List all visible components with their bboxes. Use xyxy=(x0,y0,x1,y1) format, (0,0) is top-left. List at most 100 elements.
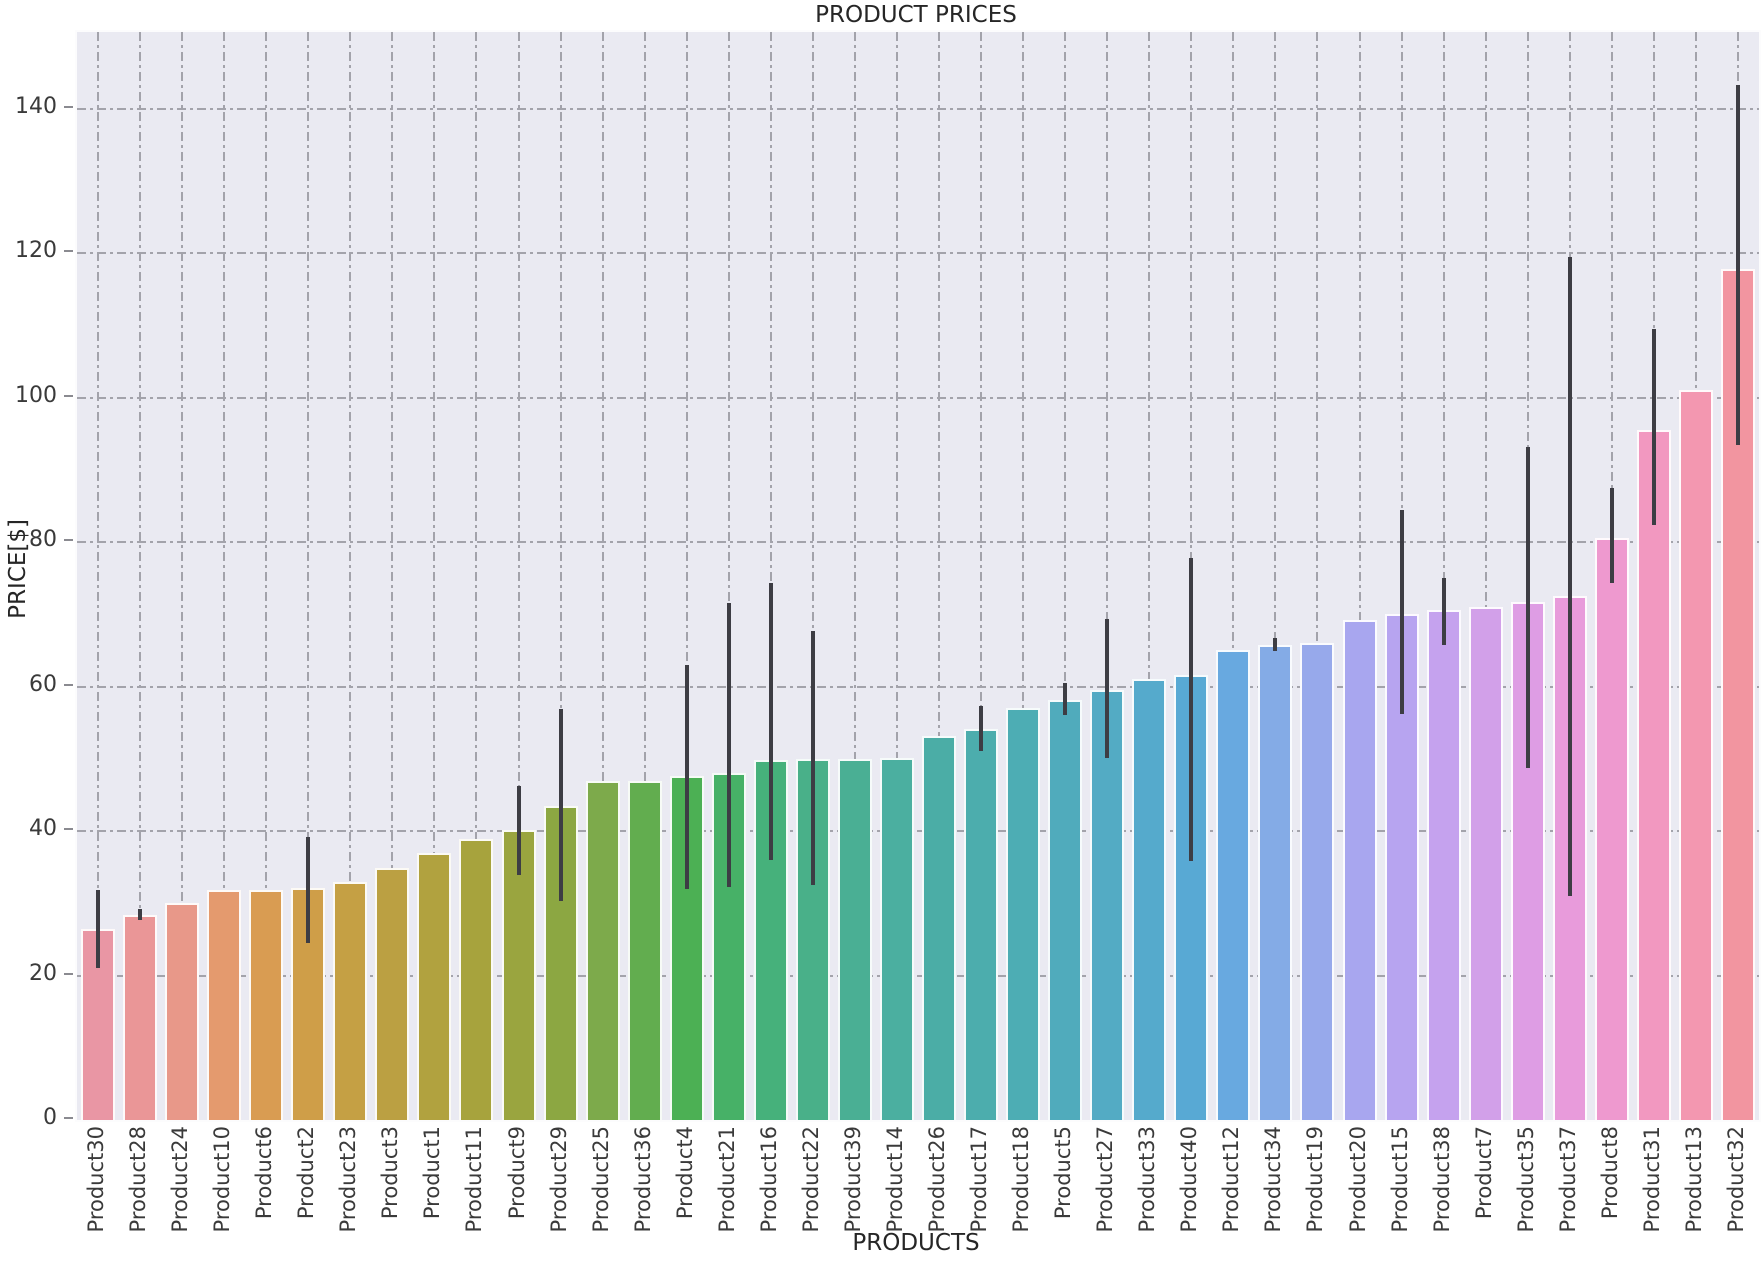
x-tick-label: Product38 xyxy=(1429,1126,1454,1233)
bar xyxy=(1468,607,1503,1120)
bar xyxy=(922,736,957,1120)
bar xyxy=(795,758,830,1120)
v-gridline xyxy=(601,32,604,1120)
bar xyxy=(249,889,284,1120)
x-tick-label: Product31 xyxy=(1639,1126,1664,1233)
v-gridline xyxy=(391,32,394,1120)
bar xyxy=(375,867,410,1120)
error-bar xyxy=(1273,638,1278,652)
bar xyxy=(837,758,872,1120)
y-tick-mark xyxy=(64,972,73,975)
y-tick-label: 80 xyxy=(29,527,57,553)
v-gridline xyxy=(727,32,730,1120)
x-tick-label: Product32 xyxy=(1723,1126,1748,1233)
y-tick-mark xyxy=(64,683,73,686)
error-bar xyxy=(979,706,984,751)
error-bar xyxy=(726,603,731,888)
x-tick-label: Product26 xyxy=(925,1126,950,1233)
v-gridline xyxy=(307,32,310,1120)
error-bar xyxy=(138,909,143,920)
x-tick-label: Product23 xyxy=(336,1126,361,1233)
h-gridline xyxy=(77,685,1759,688)
bar xyxy=(1426,609,1461,1120)
v-gridline xyxy=(1022,32,1025,1120)
y-axis-label: PRICE[$] xyxy=(5,519,31,619)
h-gridline xyxy=(77,396,1759,399)
error-bar xyxy=(558,708,563,902)
v-gridline xyxy=(559,32,562,1120)
bar xyxy=(1342,620,1377,1120)
y-tick-mark xyxy=(64,105,73,108)
v-gridline xyxy=(685,32,688,1120)
x-tick-label: Product10 xyxy=(210,1126,235,1233)
bar xyxy=(1006,707,1041,1120)
y-tick-label: 20 xyxy=(29,960,57,986)
bar xyxy=(1636,430,1671,1120)
x-tick-label: Product14 xyxy=(882,1126,907,1233)
error-bar xyxy=(1189,557,1194,862)
x-tick-label: Product40 xyxy=(1177,1126,1202,1233)
h-gridline xyxy=(77,830,1759,833)
bar xyxy=(964,729,999,1120)
v-gridline xyxy=(223,32,226,1120)
bar xyxy=(1048,700,1083,1120)
v-gridline xyxy=(517,32,520,1120)
bar xyxy=(417,853,452,1120)
bar xyxy=(1678,390,1713,1120)
v-gridline xyxy=(980,32,983,1120)
y-tick-label: 100 xyxy=(15,382,57,408)
v-gridline xyxy=(1274,32,1277,1120)
bar xyxy=(753,760,788,1120)
v-gridline xyxy=(1232,32,1235,1120)
v-gridline xyxy=(1106,32,1109,1120)
x-tick-label: Product37 xyxy=(1555,1126,1580,1233)
error-bar xyxy=(306,836,311,943)
x-tick-label: Product34 xyxy=(1261,1126,1286,1233)
x-axis-label: PRODUCTS xyxy=(852,1230,980,1256)
x-tick-label: Product33 xyxy=(1135,1126,1160,1233)
bar xyxy=(1216,649,1251,1120)
bar xyxy=(459,838,494,1120)
bar xyxy=(123,914,158,1120)
y-tick-mark xyxy=(64,250,73,253)
x-tick-label: Product12 xyxy=(1219,1126,1244,1233)
error-bar xyxy=(1105,619,1110,759)
bar xyxy=(1090,690,1125,1120)
error-bar xyxy=(1063,682,1068,715)
y-tick-mark xyxy=(64,394,73,397)
x-tick-label: Product28 xyxy=(126,1126,151,1233)
bar xyxy=(291,888,326,1120)
y-tick-label: 0 xyxy=(43,1105,57,1130)
error-bar xyxy=(516,786,521,876)
v-gridline xyxy=(349,32,352,1120)
error-bar xyxy=(1609,487,1614,584)
error-bar xyxy=(1525,446,1530,769)
v-gridline xyxy=(769,32,772,1120)
y-tick-mark xyxy=(64,539,73,542)
x-tick-label: Product7 xyxy=(1471,1126,1496,1220)
x-tick-label: Product22 xyxy=(798,1126,823,1233)
bar xyxy=(585,781,620,1120)
plot-area xyxy=(75,30,1761,1122)
x-tick-label: Product25 xyxy=(588,1126,613,1233)
x-tick-label: Product8 xyxy=(1597,1126,1622,1220)
error-bar xyxy=(768,583,773,860)
x-tick-label: Product9 xyxy=(504,1126,529,1220)
bar xyxy=(627,781,662,1120)
v-gridline xyxy=(97,32,100,1120)
x-tick-label: Product19 xyxy=(1303,1126,1328,1233)
h-gridline xyxy=(77,974,1759,977)
y-tick-mark xyxy=(64,828,73,831)
x-tick-label: Product24 xyxy=(168,1126,193,1233)
x-tick-label: Product17 xyxy=(967,1126,992,1233)
x-tick-label: Product21 xyxy=(714,1126,739,1233)
bar xyxy=(1258,645,1293,1120)
x-tick-label: Product13 xyxy=(1681,1126,1706,1233)
v-gridline xyxy=(1148,32,1151,1120)
error-bar xyxy=(1735,85,1740,445)
error-bar xyxy=(810,630,815,886)
x-tick-label: Product36 xyxy=(630,1126,655,1233)
y-tick-mark xyxy=(64,1117,73,1119)
v-gridline xyxy=(433,32,436,1120)
x-tick-label: Product4 xyxy=(672,1126,697,1220)
